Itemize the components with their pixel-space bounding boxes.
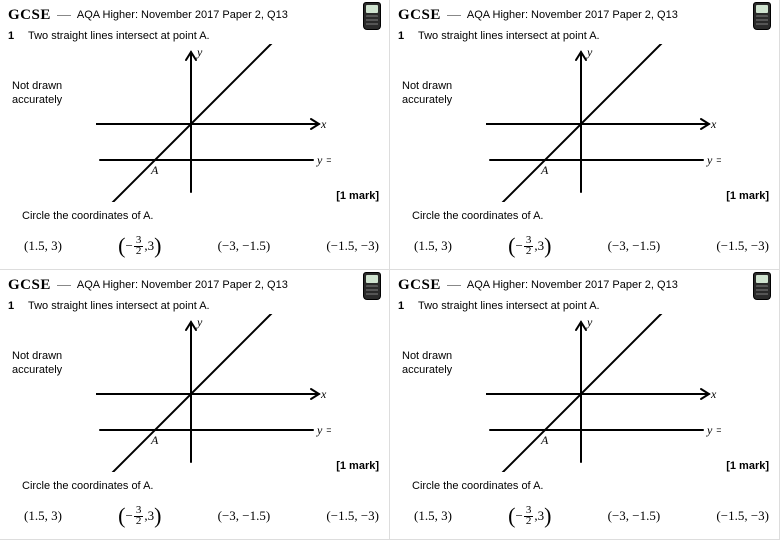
tile-header: GCSE AQA Higher: November 2017 Paper 2, … bbox=[398, 274, 769, 296]
graph: y x y = 2x y = −3 A bbox=[96, 44, 331, 202]
svg-text:x: x bbox=[320, 387, 327, 401]
svg-text:y = −3: y = −3 bbox=[706, 153, 721, 167]
svg-text:y: y bbox=[196, 45, 203, 59]
option-d[interactable]: (−1.5, −3) bbox=[716, 508, 769, 524]
option-d[interactable]: (−1.5, −3) bbox=[326, 238, 379, 254]
option-c[interactable]: (−3, −1.5) bbox=[218, 508, 271, 524]
question-text: Two straight lines intersect at point A. bbox=[418, 300, 600, 312]
option-c[interactable]: (−3, −1.5) bbox=[608, 508, 661, 524]
question-row: 1 Two straight lines intersect at point … bbox=[398, 30, 769, 42]
option-c[interactable]: (−3, −1.5) bbox=[218, 238, 271, 254]
instruction-text: Circle the coordinates of A. bbox=[22, 210, 153, 222]
tile-header: GCSE AQA Higher: November 2017 Paper 2, … bbox=[8, 4, 379, 26]
svg-text:A: A bbox=[540, 163, 549, 177]
question-tile: GCSE AQA Higher: November 2017 Paper 2, … bbox=[390, 270, 780, 540]
svg-text:A: A bbox=[540, 433, 549, 447]
not-drawn-label: Not drawn accurately bbox=[402, 80, 462, 108]
question-tile: GCSE AQA Higher: November 2017 Paper 2, … bbox=[0, 0, 390, 270]
option-a[interactable]: (1.5, 3) bbox=[414, 238, 452, 254]
svg-text:x: x bbox=[710, 387, 717, 401]
svg-text:x: x bbox=[710, 117, 717, 131]
svg-text:y: y bbox=[586, 315, 593, 329]
gcse-logo: GCSE bbox=[398, 7, 441, 24]
question-number: 1 bbox=[8, 30, 18, 42]
divider bbox=[447, 15, 461, 16]
gcse-logo: GCSE bbox=[398, 277, 441, 294]
option-b[interactable]: (−32,3) bbox=[508, 506, 551, 527]
gcse-logo: GCSE bbox=[8, 277, 51, 294]
not-drawn-label: Not drawn accurately bbox=[12, 80, 72, 108]
calculator-icon bbox=[363, 272, 381, 300]
question-text: Two straight lines intersect at point A. bbox=[418, 30, 600, 42]
question-row: 1 Two straight lines intersect at point … bbox=[398, 300, 769, 312]
answer-options: (1.5, 3) (−32,3) (−3, −1.5) (−1.5, −3) bbox=[24, 236, 379, 257]
graph: y x y = 2x y = −3 A bbox=[486, 44, 721, 202]
instruction-text: Circle the coordinates of A. bbox=[412, 210, 543, 222]
option-d[interactable]: (−1.5, −3) bbox=[326, 508, 379, 524]
svg-text:y: y bbox=[586, 45, 593, 59]
not-drawn-label: Not drawn accurately bbox=[12, 350, 72, 378]
tile-header: GCSE AQA Higher: November 2017 Paper 2, … bbox=[398, 4, 769, 26]
svg-text:A: A bbox=[150, 163, 159, 177]
divider bbox=[57, 15, 71, 16]
option-b[interactable]: (−32,3) bbox=[118, 506, 161, 527]
calculator-icon bbox=[753, 2, 771, 30]
answer-options: (1.5, 3) (−32,3) (−3, −1.5) (−1.5, −3) bbox=[414, 236, 769, 257]
option-a[interactable]: (1.5, 3) bbox=[24, 238, 62, 254]
svg-text:y = −3: y = −3 bbox=[706, 423, 721, 437]
graph: y x y = 2x y = −3 A bbox=[96, 314, 331, 472]
question-row: 1 Two straight lines intersect at point … bbox=[8, 30, 379, 42]
gcse-logo: GCSE bbox=[8, 7, 51, 24]
divider bbox=[447, 285, 461, 286]
option-a[interactable]: (1.5, 3) bbox=[414, 508, 452, 524]
calculator-icon bbox=[753, 272, 771, 300]
marks-label: [1 mark] bbox=[336, 190, 379, 202]
marks-label: [1 mark] bbox=[726, 190, 769, 202]
paper-reference: AQA Higher: November 2017 Paper 2, Q13 bbox=[467, 9, 678, 21]
paper-reference: AQA Higher: November 2017 Paper 2, Q13 bbox=[77, 9, 288, 21]
question-number: 1 bbox=[398, 30, 408, 42]
instruction-text: Circle the coordinates of A. bbox=[22, 480, 153, 492]
option-d[interactable]: (−1.5, −3) bbox=[716, 238, 769, 254]
option-c[interactable]: (−3, −1.5) bbox=[608, 238, 661, 254]
tile-header: GCSE AQA Higher: November 2017 Paper 2, … bbox=[8, 274, 379, 296]
question-row: 1 Two straight lines intersect at point … bbox=[8, 300, 379, 312]
marks-label: [1 mark] bbox=[336, 460, 379, 472]
divider bbox=[57, 285, 71, 286]
option-a[interactable]: (1.5, 3) bbox=[24, 508, 62, 524]
option-b[interactable]: (−32,3) bbox=[508, 236, 551, 257]
svg-text:y = −3: y = −3 bbox=[316, 423, 331, 437]
question-number: 1 bbox=[8, 300, 18, 312]
svg-text:A: A bbox=[150, 433, 159, 447]
svg-text:x: x bbox=[320, 117, 327, 131]
graph: y x y = 2x y = −3 A bbox=[486, 314, 721, 472]
question-text: Two straight lines intersect at point A. bbox=[28, 30, 210, 42]
question-number: 1 bbox=[398, 300, 408, 312]
marks-label: [1 mark] bbox=[726, 460, 769, 472]
question-tile: GCSE AQA Higher: November 2017 Paper 2, … bbox=[0, 270, 390, 540]
option-b[interactable]: (−32,3) bbox=[118, 236, 161, 257]
instruction-text: Circle the coordinates of A. bbox=[412, 480, 543, 492]
paper-reference: AQA Higher: November 2017 Paper 2, Q13 bbox=[77, 279, 288, 291]
question-tile: GCSE AQA Higher: November 2017 Paper 2, … bbox=[390, 0, 780, 270]
calculator-icon bbox=[363, 2, 381, 30]
svg-text:y: y bbox=[196, 315, 203, 329]
question-text: Two straight lines intersect at point A. bbox=[28, 300, 210, 312]
not-drawn-label: Not drawn accurately bbox=[402, 350, 462, 378]
paper-reference: AQA Higher: November 2017 Paper 2, Q13 bbox=[467, 279, 678, 291]
answer-options: (1.5, 3) (−32,3) (−3, −1.5) (−1.5, −3) bbox=[24, 506, 379, 527]
svg-text:y = −3: y = −3 bbox=[316, 153, 331, 167]
answer-options: (1.5, 3) (−32,3) (−3, −1.5) (−1.5, −3) bbox=[414, 506, 769, 527]
